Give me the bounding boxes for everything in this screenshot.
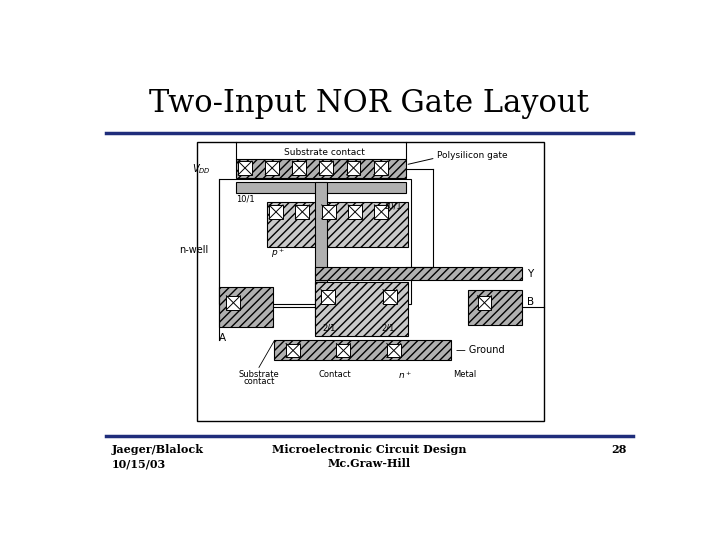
Text: 10/1: 10/1 <box>235 194 254 203</box>
Bar <box>219 287 273 327</box>
Bar <box>315 267 523 280</box>
Text: A: A <box>219 333 226 343</box>
Bar <box>320 161 333 175</box>
Bar <box>238 161 252 175</box>
Text: Polysilicon gate: Polysilicon gate <box>437 151 508 160</box>
Text: $n^+$: $n^+$ <box>397 370 412 381</box>
Text: 2/1: 2/1 <box>382 323 395 333</box>
Text: 2/1: 2/1 <box>323 323 336 333</box>
Bar <box>286 343 300 357</box>
Bar <box>295 205 310 219</box>
Bar <box>219 179 411 303</box>
Text: Substrate contact: Substrate contact <box>284 148 364 157</box>
Text: contact: contact <box>243 377 274 386</box>
Text: $V_{DD}$: $V_{DD}$ <box>192 162 211 176</box>
Bar <box>274 340 451 361</box>
Text: Y: Y <box>527 269 534 279</box>
Bar <box>348 205 362 219</box>
Bar <box>468 289 523 325</box>
Bar <box>235 159 406 178</box>
Text: $p^+$: $p^+$ <box>271 247 285 260</box>
Text: Two-Input NOR Gate Layout: Two-Input NOR Gate Layout <box>149 88 589 119</box>
Bar <box>226 296 240 309</box>
Text: — Ground: — Ground <box>456 345 505 355</box>
Bar <box>374 205 388 219</box>
Bar <box>292 161 306 175</box>
Text: 28: 28 <box>611 444 626 455</box>
Text: Contact: Contact <box>318 370 351 379</box>
Text: Metal: Metal <box>453 370 476 379</box>
Text: Microelectronic Circuit Design
Mc.Graw-Hill: Microelectronic Circuit Design Mc.Graw-H… <box>271 444 467 469</box>
Text: Substrate: Substrate <box>238 370 279 379</box>
Bar <box>315 282 408 336</box>
Bar <box>269 205 283 219</box>
Bar <box>383 289 397 303</box>
Bar <box>321 289 335 303</box>
Bar <box>266 202 408 247</box>
Bar <box>336 343 351 357</box>
Text: 10/1: 10/1 <box>383 202 402 211</box>
Bar <box>322 205 336 219</box>
Bar <box>197 142 544 421</box>
Bar <box>315 182 327 328</box>
Text: Jaeger/Blalock
10/15/03: Jaeger/Blalock 10/15/03 <box>112 444 204 469</box>
Bar <box>477 296 492 309</box>
Text: n-well: n-well <box>179 245 209 254</box>
Text: B: B <box>527 297 534 307</box>
Bar <box>346 161 361 175</box>
Bar <box>374 161 387 175</box>
Bar <box>235 182 406 193</box>
Bar <box>387 343 401 357</box>
Bar <box>265 161 279 175</box>
